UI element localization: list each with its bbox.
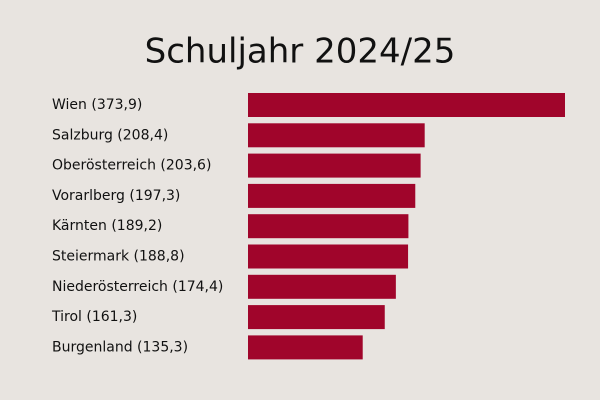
category-label: Wien (373,9) <box>52 97 142 113</box>
bar <box>248 183 416 208</box>
category-label: Steiermark (188,8) <box>52 249 185 265</box>
bar <box>248 305 385 330</box>
bar <box>248 335 363 360</box>
category-label: Niederösterreich (174,4) <box>52 279 223 295</box>
chart-title: Schuljahr 2024/25 <box>145 32 456 72</box>
category-label: Oberösterreich (203,6) <box>52 158 211 174</box>
bar <box>248 214 409 239</box>
category-label: Vorarlberg (197,3) <box>52 188 180 204</box>
category-label: Salzburg (208,4) <box>52 127 168 143</box>
bar <box>248 153 421 178</box>
category-label: Tirol (161,3) <box>51 309 137 325</box>
bar <box>248 274 396 299</box>
bar <box>248 93 565 117</box>
bar <box>248 244 409 269</box>
category-label: Burgenland (135,3) <box>52 339 188 355</box>
bar <box>248 123 425 148</box>
category-label: Kärnten (189,2) <box>52 218 162 234</box>
